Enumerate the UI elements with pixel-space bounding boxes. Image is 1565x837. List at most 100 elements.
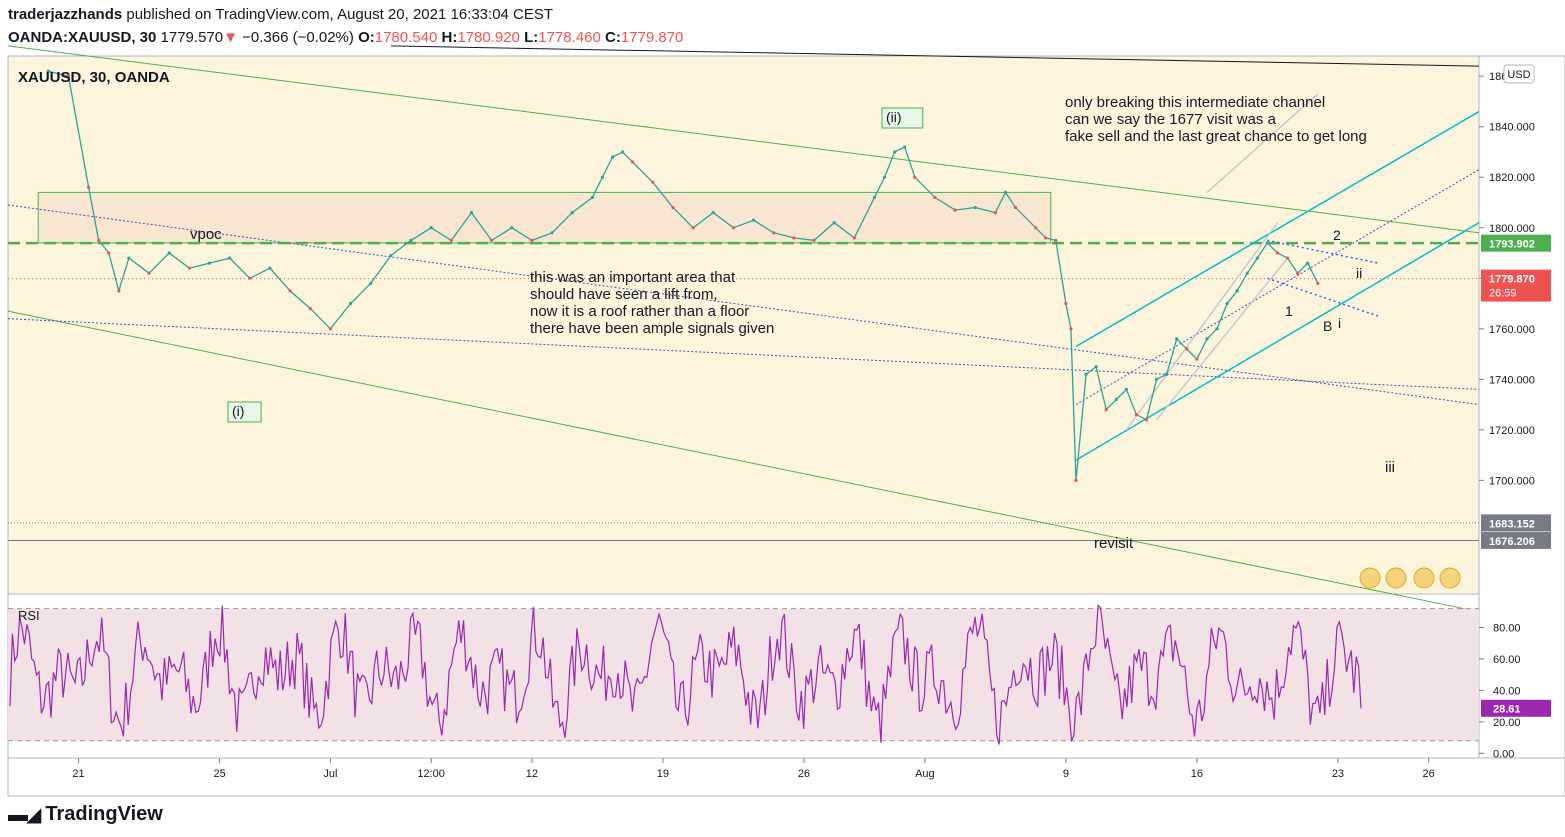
logo-text: TradingView xyxy=(45,803,163,825)
blue-channel-mid xyxy=(1075,169,1480,405)
economic-events-icon[interactable] xyxy=(1359,567,1461,589)
price-point xyxy=(1054,238,1058,242)
price-point xyxy=(87,185,91,189)
trend-drawings[interactable] xyxy=(7,45,1480,613)
dotted-trend-upper xyxy=(7,204,1480,406)
price-point xyxy=(993,211,997,215)
price-point xyxy=(530,238,534,242)
price-point xyxy=(792,236,796,240)
price-point xyxy=(1124,387,1128,392)
price-point xyxy=(550,231,554,235)
publish-date: published on TradingView.com, August 20,… xyxy=(122,6,554,23)
rsi-layer xyxy=(8,604,1479,745)
wave-1-label: 1 xyxy=(1285,303,1293,319)
price-point xyxy=(1013,205,1018,210)
price-tick-label: 1760.000 xyxy=(1489,324,1535,336)
price-point xyxy=(620,150,625,154)
price-point xyxy=(449,238,453,242)
price-point xyxy=(187,266,191,270)
price-point xyxy=(1175,337,1179,341)
price-point xyxy=(691,226,695,230)
close-label: C: xyxy=(604,29,621,46)
price-change: −0.366 (−0.02%) xyxy=(242,29,354,46)
price-point xyxy=(167,251,171,255)
price-point xyxy=(1185,347,1189,351)
time-scale: 21 25 Jul 12:00 12 19 26 Aug 9 16 23 26 xyxy=(72,758,1435,780)
time-tick-label: Jul xyxy=(323,768,337,780)
low-value: 1778.460 xyxy=(538,29,601,46)
descending-channel-top xyxy=(7,45,1480,234)
price-point xyxy=(1094,365,1098,369)
price-level-tags: 1793.902 1779.870 26:59 1683.152 1676.206 xyxy=(1481,234,1551,549)
price-point xyxy=(1003,190,1008,194)
price-tick-label: 1800.000 xyxy=(1489,223,1535,235)
price-point xyxy=(1275,251,1280,255)
price-point xyxy=(429,226,433,230)
price-point xyxy=(1144,418,1149,422)
time-tick-label: 12:00 xyxy=(417,768,445,780)
price-point xyxy=(610,155,615,159)
author-name[interactable]: traderjazzhands xyxy=(8,6,123,23)
price-point xyxy=(751,218,756,222)
price-point xyxy=(1165,372,1169,376)
price-point xyxy=(1069,327,1073,331)
price-point xyxy=(107,251,111,255)
time-tick-label: 19 xyxy=(657,768,669,780)
price-point xyxy=(1064,301,1068,306)
time-tick-label: 21 xyxy=(72,768,84,780)
price-point xyxy=(1265,241,1270,245)
price-point xyxy=(852,236,856,240)
price-series[interactable] xyxy=(46,69,1320,482)
price-level-value: 1683.152 xyxy=(1489,518,1535,530)
note-channel-line3: fake sell and the last great chance to g… xyxy=(1065,128,1367,145)
price-point xyxy=(1074,478,1078,482)
price-point xyxy=(147,271,151,275)
price-point xyxy=(288,289,292,293)
note-channel-line1: only breaking this intermediate channel xyxy=(1065,94,1325,111)
rsi-value: 28.61 xyxy=(1493,703,1521,715)
price-tick-label: 1740.000 xyxy=(1489,374,1535,386)
rsi-tick-label: 80.00 xyxy=(1493,622,1521,634)
price-point xyxy=(207,261,212,265)
price-point xyxy=(268,266,272,270)
price-point xyxy=(1114,397,1118,402)
rsi-title: RSI xyxy=(18,608,40,623)
price-axis[interactable] xyxy=(1479,56,1565,758)
close-value: 1779.870 xyxy=(620,29,684,46)
price-point xyxy=(1195,357,1199,361)
wave-ii-label-box xyxy=(881,107,924,129)
price-point xyxy=(389,253,393,258)
chart-canvas[interactable]: 1700.0001720.0001740.0001760.0001780.000… xyxy=(0,0,1565,800)
currency-label[interactable]: USD xyxy=(1507,69,1530,81)
vpoc-box[interactable] xyxy=(37,191,1052,244)
time-tick-label: 25 xyxy=(213,768,225,780)
time-tick-label: 26 xyxy=(798,768,810,780)
price-point xyxy=(348,301,353,306)
price-point xyxy=(832,221,836,225)
price-point xyxy=(1255,256,1259,260)
price-point xyxy=(66,74,71,78)
note-channel-line2: can we say the 1677 visit was a xyxy=(1065,111,1277,128)
price-point xyxy=(1104,408,1108,412)
rsi-tick-label: 0.00 xyxy=(1493,748,1514,760)
time-tick-label: 23 xyxy=(1332,768,1344,780)
price-point xyxy=(600,175,605,179)
wave-i-label-box xyxy=(227,401,262,423)
price-point xyxy=(1134,413,1139,417)
tradingview-logo[interactable]: ▬◢ TradingView xyxy=(8,802,163,827)
chart-title: XAUUSD, 30, OANDA xyxy=(18,69,170,86)
price-point xyxy=(570,211,574,215)
price-point xyxy=(812,238,816,242)
bar-countdown: 26:59 xyxy=(1489,288,1517,300)
price-tick-label: 1720.000 xyxy=(1489,425,1535,437)
price-point xyxy=(1215,327,1219,331)
symbol-line: OANDA:XAUUSD, 30 xyxy=(8,29,157,46)
note-area-line2: should have seen a lift from, xyxy=(530,286,718,303)
annotations: only breaking this intermediate channelc… xyxy=(190,94,1395,552)
price-point xyxy=(973,205,977,210)
price-point xyxy=(1245,271,1249,275)
price-point xyxy=(903,145,907,149)
price-point xyxy=(490,238,494,242)
price-level-value: 1676.206 xyxy=(1489,536,1535,548)
price-point xyxy=(510,226,514,230)
